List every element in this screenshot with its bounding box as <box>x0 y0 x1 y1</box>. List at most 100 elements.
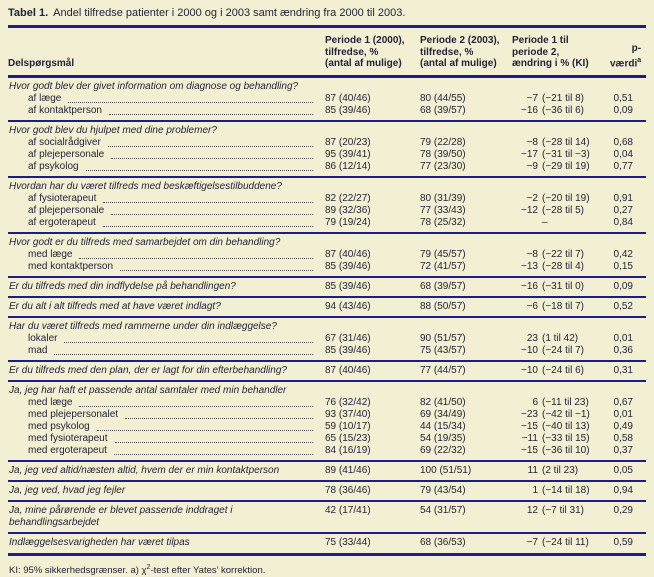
header-line: ændring i % (KI) <box>512 58 589 70</box>
change-value: −8 <box>526 136 538 148</box>
row-label: Er du tilfreds med din indflydelse på be… <box>8 281 325 293</box>
p-value: 0,37 <box>613 444 633 456</box>
section-rule <box>8 379 646 382</box>
table-row: Ja, jeg ved altid/næsten altid, hvem der… <box>8 465 646 477</box>
p-superscript: a <box>637 56 642 64</box>
table-row: af fysioterapeut 82 (22/27) 80 (31/39) −2 (−… <box>8 193 646 205</box>
change-ci: (−31 til 0) <box>542 280 584 292</box>
section-question: Hvor godt blev du hjulpet med dine probl… <box>9 124 217 136</box>
value-periode2: 69 (34/49) <box>420 408 466 420</box>
section-rule <box>8 359 646 362</box>
table-title: Tabel 1. Andel tilfredse patienter i 2000… <box>8 0 646 20</box>
value-periode2: 77 (23/30) <box>420 160 466 172</box>
row-label: med plejepersonalet <box>8 409 325 421</box>
table-section: Er du alt i alt tilfreds med at have vær… <box>8 298 646 316</box>
table-row: Indlæggelsesvarigheden har været tilpas 7… <box>8 537 646 549</box>
change-value: −6 <box>526 300 538 312</box>
p-value: 0,05 <box>613 464 633 476</box>
value-periode1: 42 (17/41) <box>325 504 371 516</box>
p-value: 0,59 <box>613 536 633 548</box>
question-text: Ja, jeg ved altid/næsten altid, hvem der… <box>9 464 280 476</box>
p-value: 0,15 <box>613 260 633 272</box>
row-label: Ja, jeg ved, hvad jeg fejler <box>8 485 325 497</box>
change-ci: (−29 til 19) <box>542 160 590 172</box>
row-label: med ergoterapeut <box>8 445 325 457</box>
row-label: af plejepersonale <box>8 205 325 217</box>
table-row: Er du tilfreds med den plan, der er lagt… <box>8 365 646 377</box>
row-label: af socialrådgiver <box>8 137 325 149</box>
change-ci: (−28 til 14) <box>542 136 590 148</box>
row-label-text: med læge <box>28 396 73 408</box>
table-row: Er du alt i alt tilfreds med at have vær… <box>8 301 646 313</box>
table-section: Ja, jeg har haft et passende antal samta… <box>8 382 646 460</box>
rule-bottom <box>8 552 646 556</box>
rule-under-title <box>8 25 646 28</box>
footnote-post: -test efter Yates’ korrektion. <box>150 564 266 576</box>
row-label: Er du alt i alt tilfreds med at have vær… <box>8 301 325 313</box>
p-value: 0,68 <box>613 136 633 148</box>
row-label: Indlæggelsesvarigheden har været tilpas <box>8 537 325 549</box>
row-label: af kontaktperson <box>8 105 325 117</box>
value-periode1: 82 (22/27) <box>325 192 371 204</box>
value-periode1: 93 (37/40) <box>325 408 371 420</box>
dot-leader <box>107 145 313 147</box>
value-periode1: 85 (39/46) <box>325 344 371 356</box>
table-row: af psykolog 86 (12/14) 77 (23/30) −9 (−29 ti… <box>8 161 646 173</box>
header-line: Periode 2 (2003), <box>420 35 500 46</box>
change-ci: (−14 til 18) <box>542 484 590 496</box>
value-periode1: 59 (10/17) <box>325 420 371 432</box>
change-value: −23 <box>521 408 538 420</box>
value-periode1: 79 (19/24) <box>325 216 371 228</box>
table-row: med plejepersonalet 93 (37/40) 69 (34/49) −… <box>8 409 646 421</box>
dot-leader <box>111 213 313 215</box>
value-periode1: 87 (40/46) <box>325 364 371 376</box>
change-value: −7 <box>526 536 538 548</box>
change-value: 1 <box>532 484 538 496</box>
change-ci: (−24 til 7) <box>542 344 584 356</box>
table-section: Hvordan har du været tilfreds med beskæf… <box>8 178 646 232</box>
dot-leader <box>68 101 313 103</box>
change-ci: (−20 til 19) <box>542 192 590 204</box>
section-question: Hvordan har du været tilfreds med beskæf… <box>9 180 282 192</box>
change-value: −12 <box>521 204 538 216</box>
row-label: af fysioterapeut <box>8 193 325 205</box>
row-label-text: af læge <box>28 92 62 104</box>
p-value: 0,51 <box>613 92 633 104</box>
change-value: −9 <box>526 160 538 172</box>
dot-leader <box>96 429 313 431</box>
p-value: 0,01 <box>613 332 633 344</box>
row-label-text: af psykolog <box>28 160 79 172</box>
value-periode2: 79 (45/57) <box>420 248 466 260</box>
change-value: 23 <box>526 332 538 344</box>
table-section: Er du tilfreds med din indflydelse på be… <box>8 278 646 296</box>
rule-under-header <box>8 74 646 78</box>
row-label: lokaler <box>8 333 325 345</box>
table-row: af socialrådgiver 87 (20/23) 79 (22/28) −8 (… <box>8 137 646 149</box>
table-section: Ja, jeg ved altid/næsten altid, hvem der… <box>8 462 646 480</box>
table-row: af kontaktperson 85 (39/46) 68 (39/57) −16 (… <box>8 105 646 117</box>
change-ci: (−18 til 7) <box>542 300 584 312</box>
header-line: Periode 1 (2000), <box>325 35 405 46</box>
dot-leader <box>103 201 313 203</box>
row-label-text: med psykolog <box>28 420 90 432</box>
row-label: Er du tilfreds med den plan, der er lagt… <box>8 365 325 377</box>
question-text: Ja, mine pårørende er blevet passende in… <box>9 504 233 528</box>
table-row: af ergoterapeut 79 (19/24) 78 (25/32) – 0,84 <box>8 217 646 229</box>
p-value: 0,31 <box>613 364 633 376</box>
table-row: af plejepersonale 89 (32/36) 77 (33/43) −12… <box>8 205 646 217</box>
header-line: periode 2, <box>512 46 560 58</box>
change-value: −10 <box>521 364 538 376</box>
section-rule <box>8 499 646 502</box>
value-periode2: 75 (43/57) <box>420 344 466 356</box>
value-periode1: 67 (31/46) <box>325 332 371 344</box>
section-question: Har du været tilfreds med rammerne under… <box>9 320 277 332</box>
value-periode1: 95 (39/41) <box>325 148 371 160</box>
row-label-text: med plejepersonalet <box>28 408 119 420</box>
p-value: 0,01 <box>613 408 633 420</box>
row-label-text: med fysioterapeut <box>28 432 108 444</box>
row-label-text: mad <box>28 344 48 356</box>
change-ci: (−28 til 4) <box>542 260 584 272</box>
p-value: 0,04 <box>613 148 633 160</box>
p-value: 0,58 <box>613 432 633 444</box>
row-label: af psykolog <box>8 161 325 173</box>
